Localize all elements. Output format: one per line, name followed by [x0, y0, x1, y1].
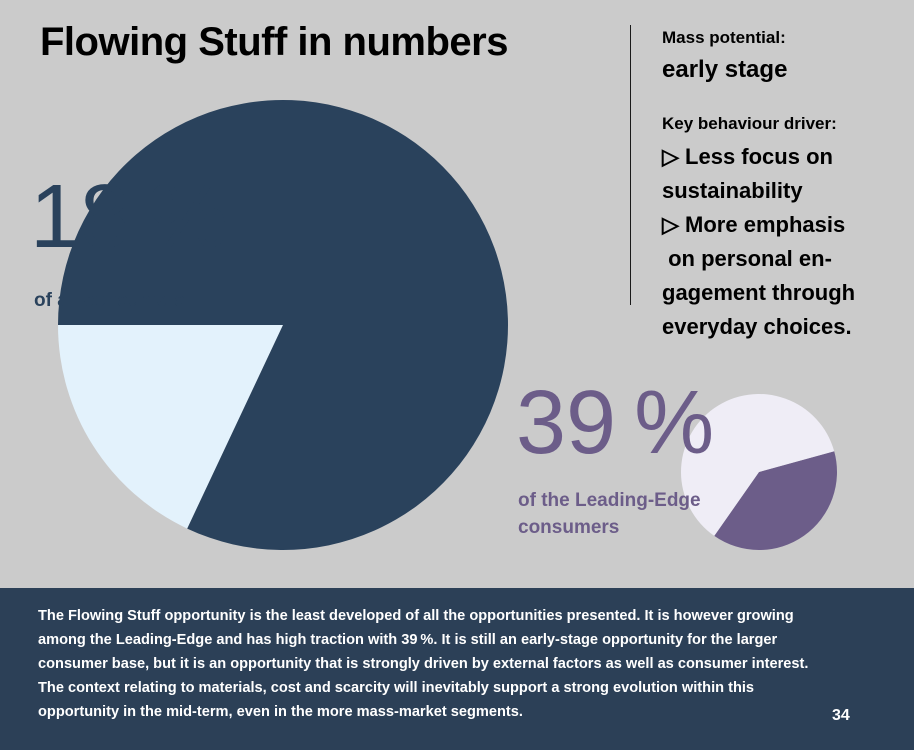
key-driver-label: Key behaviour driver:: [662, 114, 837, 133]
mass-potential-value: early stage: [662, 56, 788, 83]
leading-edge-slice-rest: [681, 394, 835, 536]
all-consumers-slice-rest: [58, 99, 508, 550]
pie-chart-leading-edge: [681, 394, 837, 550]
footer-text: The Flowing Stuff opportunity is the lea…: [38, 608, 809, 720]
key-driver-line: on personal en-: [662, 246, 832, 271]
all-consumers-slice-flowing-stuff: [58, 325, 283, 529]
pie-chart-all-consumers: [58, 99, 508, 550]
key-driver-line: ▷ More emphasis: [662, 212, 846, 237]
key-driver-list: ▷ Less focus on sustainability ▷ More em…: [662, 140, 855, 344]
all-consumers-percent: 18 %: [30, 167, 231, 267]
all-consumers-label: of all consumers: [34, 290, 185, 311]
leading-edge-percent: 39 %: [516, 373, 717, 473]
mass-potential-label: Mass potential:: [662, 28, 786, 47]
leading-edge-label: of the Leading-Edge consumers: [518, 487, 701, 541]
vertical-divider: [630, 25, 631, 305]
key-driver-line: ▷ Less focus on: [662, 144, 833, 169]
leading-edge-slice-flowing-stuff: [714, 451, 837, 550]
leading-edge-label-line: consumers: [518, 517, 620, 538]
key-driver-line: everyday choices.: [662, 314, 852, 339]
key-driver-line: gagement through: [662, 280, 856, 305]
page-number: 34: [832, 707, 850, 724]
key-driver-line: sustainability: [662, 178, 803, 203]
leading-edge-label-line: of the Leading-Edge: [518, 490, 701, 511]
page-title: Flowing Stuff in numbers: [40, 20, 508, 64]
footer-panel: The Flowing Stuff opportunity is the lea…: [0, 588, 914, 750]
